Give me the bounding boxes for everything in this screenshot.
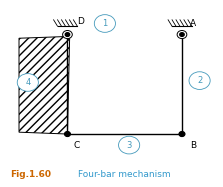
Circle shape [180,33,184,36]
Circle shape [189,72,210,89]
Text: Four-bar mechanism: Four-bar mechanism [78,170,171,179]
Text: 1: 1 [102,19,107,28]
Circle shape [179,132,185,137]
Text: B: B [190,141,196,150]
Circle shape [63,30,72,39]
Text: D: D [77,17,84,26]
Text: 2: 2 [197,76,202,85]
Circle shape [94,15,116,32]
Text: Fig.1.60: Fig.1.60 [10,170,51,179]
Circle shape [17,74,38,91]
Circle shape [119,136,140,154]
Text: A: A [190,19,196,28]
Circle shape [65,33,70,36]
Text: 3: 3 [126,141,132,150]
Circle shape [177,30,187,39]
Circle shape [65,132,70,137]
Polygon shape [19,36,70,134]
Text: C: C [73,141,79,150]
Text: 4: 4 [25,78,31,87]
